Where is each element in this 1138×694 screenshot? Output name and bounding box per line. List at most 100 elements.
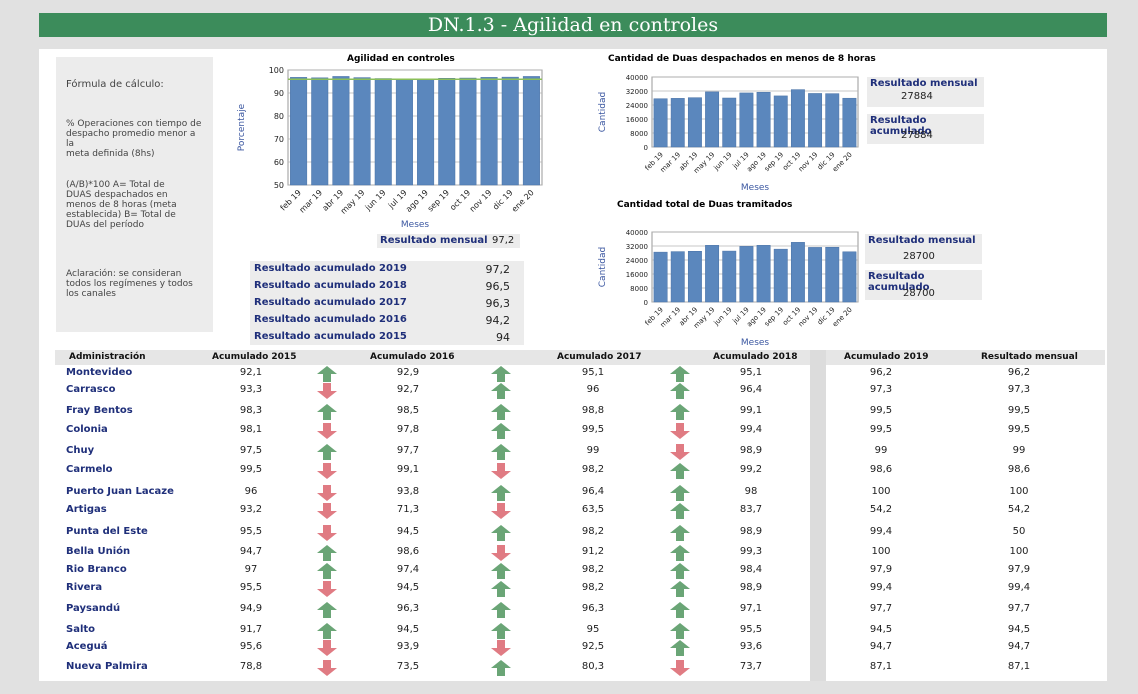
arrow-up-icon <box>317 545 337 561</box>
cell-a2016: 98,5 <box>396 405 420 416</box>
cell-a2017: 95,1 <box>581 367 605 378</box>
cell-a2017: 91,2 <box>581 546 605 557</box>
table-row: Montevideo 92,1 92,9 95,1 95,1 96,2 96,2 <box>0 366 1138 385</box>
bar <box>522 76 540 186</box>
duas-total-monthly-label: Resultado mensual <box>868 235 976 246</box>
cell-a2019: 96,2 <box>869 367 893 378</box>
cell-mensual: 50 <box>1012 526 1026 537</box>
y-tick-label: 8000 <box>630 130 648 138</box>
cell-a2017: 98,2 <box>581 526 605 537</box>
arrow-up-icon <box>317 623 337 639</box>
table-row: Carrasco 93,3 92,7 96 96,4 97,3 97,3 <box>0 383 1138 402</box>
admin-name: Carmelo <box>66 464 113 475</box>
formula-line: DUAS despachados en <box>66 190 168 200</box>
arrow-up-icon <box>317 563 337 579</box>
arrow-down-icon <box>317 383 337 399</box>
y-tick-label: 16000 <box>626 116 648 124</box>
accumulated-value: 94,2 <box>485 314 511 327</box>
plot-area <box>651 231 859 303</box>
formula-line: DUAs del período <box>66 220 145 230</box>
arrow-up-icon <box>491 366 511 382</box>
accumulated-label: Resultado acumulado 2016 <box>254 314 407 325</box>
cell-a2017: 92,5 <box>581 641 605 652</box>
accumulated-row: Resultado acumulado 2015 94 <box>254 331 520 348</box>
cell-a2018: 73,7 <box>739 661 763 672</box>
chart3-title: Cantidad total de Duas tramitados <box>617 200 793 210</box>
cell-mensual: 54,2 <box>1007 504 1031 515</box>
formula-line: meta definida (8hs) <box>66 149 155 159</box>
cell-a2018: 99,3 <box>739 546 763 557</box>
bar <box>480 77 498 186</box>
x-tick-label: ene 20 <box>831 306 854 329</box>
arrow-up-icon <box>670 463 690 479</box>
formula-line: los canales <box>66 289 116 299</box>
x-tick-label: ago 19 <box>404 188 430 214</box>
bar <box>353 77 371 186</box>
monthly-result-label: Resultado mensual <box>380 235 488 246</box>
table-row: Paysandú 94,9 96,3 96,3 97,1 97,7 97,7 <box>0 602 1138 621</box>
admin-name: Bella Unión <box>66 546 131 557</box>
bar <box>653 251 668 303</box>
admin-name: Chuy <box>66 445 95 456</box>
accumulated-value: 97,2 <box>485 263 511 276</box>
table-row: Puerto Juan Lacaze 96 93,8 96,4 98 100 100 <box>0 485 1138 504</box>
table-row: Nueva Palmira 78,8 73,5 80,3 73,7 87,1 87,1 <box>0 660 1138 679</box>
bar <box>790 242 805 303</box>
arrow-up-icon <box>670 383 690 399</box>
x-tick-label: jun 19 <box>712 151 734 173</box>
arrow-down-icon <box>491 503 511 519</box>
cell-a2017: 98,8 <box>581 405 605 416</box>
cell-a2018: 99,2 <box>739 464 763 475</box>
arrow-up-icon <box>317 366 337 382</box>
cell-a2019: 100 <box>871 486 891 497</box>
cell-a2019: 97,7 <box>869 603 893 614</box>
bar <box>438 78 456 186</box>
arrow-up-icon <box>491 423 511 439</box>
admin-name: Artigas <box>66 504 107 515</box>
arrow-down-icon <box>317 640 337 656</box>
arrow-up-icon <box>670 404 690 420</box>
y-tick-label: 0 <box>644 144 648 152</box>
cell-a2019: 99,4 <box>869 526 893 537</box>
formula-line: menos de 8 horas (meta <box>66 200 177 210</box>
cell-a2018: 98 <box>744 486 758 497</box>
cell-a2018: 98,9 <box>739 582 763 593</box>
admin-name: Puerto Juan Lacaze <box>66 486 174 497</box>
cell-a2015: 91,7 <box>239 624 263 635</box>
bar <box>670 98 685 148</box>
y-tick-label: 16000 <box>626 271 648 279</box>
cell-a2017: 63,5 <box>581 504 605 515</box>
y-tick-label: 32000 <box>626 243 648 251</box>
bar <box>756 91 771 148</box>
cell-a2017: 99 <box>586 445 600 456</box>
monthly-result-value: 97,2 <box>492 235 515 246</box>
y-tick-label: 70 <box>274 135 284 144</box>
bar <box>290 77 308 186</box>
duas-8h-acc-label: Resultado acumulado <box>870 115 932 137</box>
cell-a2016: 97,7 <box>396 445 420 456</box>
arrow-up-icon <box>670 366 690 382</box>
bar <box>459 77 477 186</box>
bar <box>808 93 823 148</box>
cell-a2015: 95,5 <box>239 582 263 593</box>
cell-a2019: 99,5 <box>869 424 893 435</box>
bar <box>687 251 702 303</box>
bar <box>332 76 350 186</box>
accumulated-row: Resultado acumulado 2017 96,3 <box>254 297 520 314</box>
cell-a2017: 95 <box>586 624 600 635</box>
y-axis-label: Cantidad <box>598 92 608 132</box>
cell-a2016: 93,8 <box>396 486 420 497</box>
accumulated-label: Resultado acumulado 2017 <box>254 297 407 308</box>
arrow-up-icon <box>491 581 511 597</box>
arrow-down-icon <box>670 423 690 439</box>
arrow-down-icon <box>317 581 337 597</box>
bar <box>739 92 754 148</box>
cell-a2016: 97,4 <box>396 564 420 575</box>
arrow-down-icon <box>491 463 511 479</box>
cell-mensual: 99 <box>1012 445 1026 456</box>
col-header-administracion: Administración <box>69 352 146 362</box>
x-axis-label: Meses <box>401 220 430 230</box>
bar <box>653 98 668 148</box>
bar <box>739 246 754 303</box>
